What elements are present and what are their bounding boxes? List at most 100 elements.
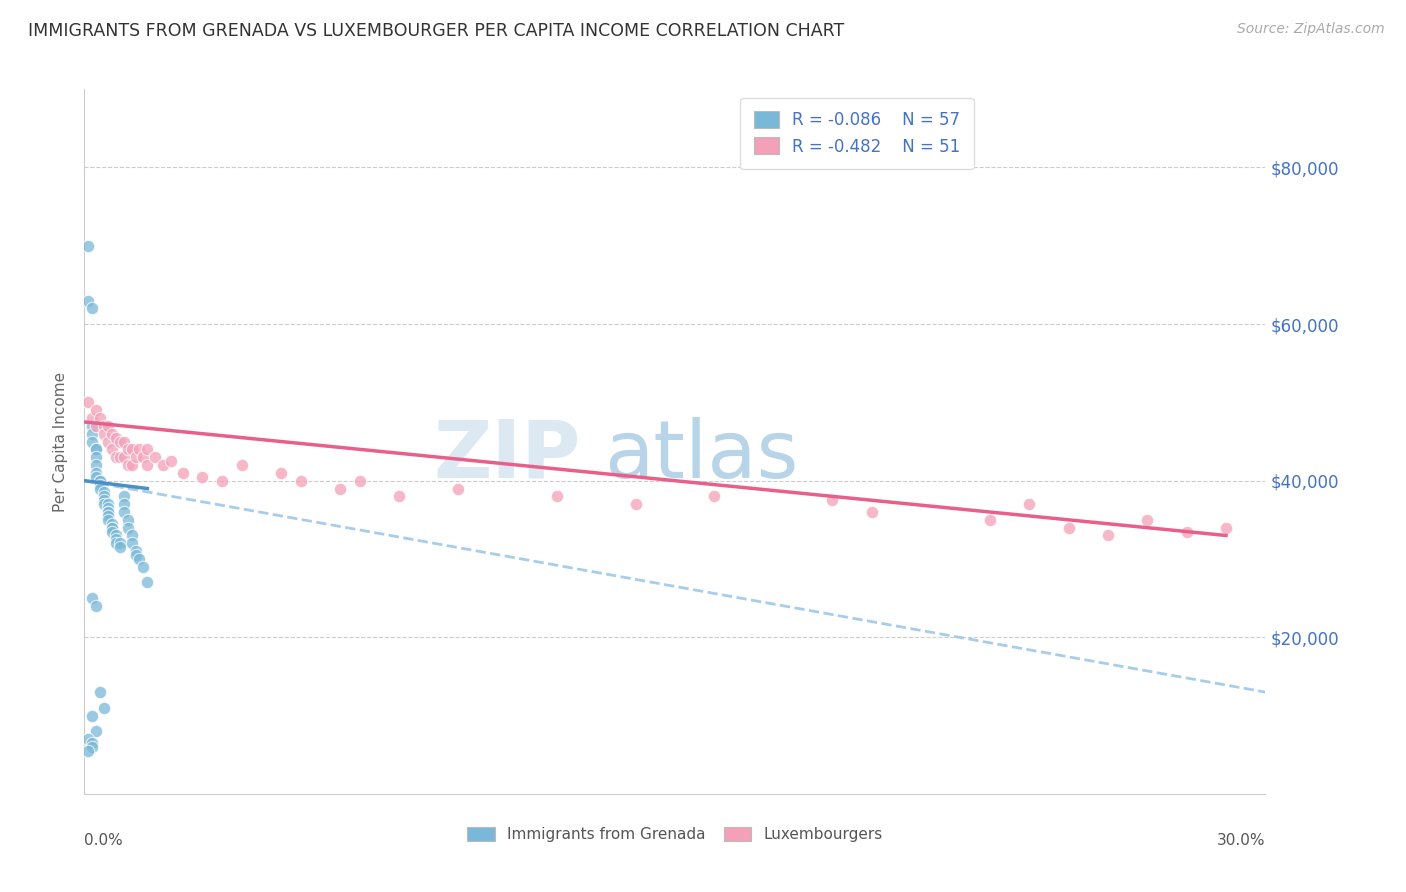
Point	[821, 493, 844, 508]
Point	[270, 466, 292, 480]
Point	[77, 732, 100, 747]
Point	[860, 505, 883, 519]
Point	[77, 395, 100, 409]
Point	[82, 739, 104, 754]
Point	[89, 474, 111, 488]
Text: ZIP: ZIP	[433, 417, 581, 495]
Point	[121, 536, 143, 550]
Point	[84, 466, 107, 480]
Point	[93, 418, 115, 433]
Text: 0.0%: 0.0%	[84, 832, 124, 847]
Point	[172, 466, 194, 480]
Point	[624, 497, 647, 511]
Point	[703, 489, 725, 503]
Point	[89, 685, 111, 699]
Point	[124, 548, 146, 562]
Point	[112, 497, 135, 511]
Point	[93, 489, 115, 503]
Point	[117, 442, 139, 457]
Point	[112, 489, 135, 503]
Point	[93, 497, 115, 511]
Point	[97, 434, 120, 449]
Point	[108, 540, 131, 554]
Point	[136, 442, 159, 457]
Point	[979, 513, 1001, 527]
Point	[97, 505, 120, 519]
Point	[101, 442, 124, 457]
Point	[117, 513, 139, 527]
Point	[121, 458, 143, 472]
Point	[108, 536, 131, 550]
Point	[93, 493, 115, 508]
Point	[349, 474, 371, 488]
Legend: R = -0.086    N = 57, R = -0.482    N = 51: R = -0.086 N = 57, R = -0.482 N = 51	[741, 97, 973, 169]
Point	[329, 482, 352, 496]
Point	[1215, 521, 1237, 535]
Point	[152, 458, 174, 472]
Point	[84, 450, 107, 465]
Point	[132, 559, 155, 574]
Point	[97, 513, 120, 527]
Point	[124, 450, 146, 465]
Point	[89, 474, 111, 488]
Point	[84, 403, 107, 417]
Point	[211, 474, 233, 488]
Point	[112, 505, 135, 519]
Point	[82, 411, 104, 425]
Text: atlas: atlas	[605, 417, 799, 495]
Point	[77, 744, 100, 758]
Point	[104, 431, 127, 445]
Text: Source: ZipAtlas.com: Source: ZipAtlas.com	[1237, 22, 1385, 37]
Point	[447, 482, 470, 496]
Text: 30.0%: 30.0%	[1218, 832, 1265, 847]
Point	[1136, 513, 1159, 527]
Point	[97, 501, 120, 516]
Point	[1018, 497, 1040, 511]
Point	[97, 508, 120, 523]
Point	[1175, 524, 1198, 539]
Point	[84, 442, 107, 457]
Point	[84, 442, 107, 457]
Point	[136, 458, 159, 472]
Point	[82, 301, 104, 316]
Point	[121, 442, 143, 457]
Point	[101, 521, 124, 535]
Point	[101, 426, 124, 441]
Point	[231, 458, 253, 472]
Point	[84, 724, 107, 739]
Point	[89, 411, 111, 425]
Point	[82, 591, 104, 606]
Point	[77, 239, 100, 253]
Point	[136, 575, 159, 590]
Point	[290, 474, 312, 488]
Point	[82, 426, 104, 441]
Point	[84, 599, 107, 613]
Point	[82, 434, 104, 449]
Text: IMMIGRANTS FROM GRENADA VS LUXEMBOURGER PER CAPITA INCOME CORRELATION CHART: IMMIGRANTS FROM GRENADA VS LUXEMBOURGER …	[28, 22, 845, 40]
Point	[104, 450, 127, 465]
Point	[84, 458, 107, 472]
Point	[93, 700, 115, 714]
Point	[101, 521, 124, 535]
Point	[121, 528, 143, 542]
Point	[97, 505, 120, 519]
Point	[104, 536, 127, 550]
Point	[93, 485, 115, 500]
Point	[132, 450, 155, 465]
Point	[82, 418, 104, 433]
Point	[388, 489, 411, 503]
Point	[1097, 528, 1119, 542]
Point	[112, 434, 135, 449]
Point	[546, 489, 568, 503]
Point	[128, 552, 150, 566]
Point	[97, 418, 120, 433]
Point	[101, 524, 124, 539]
Point	[160, 454, 183, 468]
Point	[84, 418, 107, 433]
Point	[124, 544, 146, 558]
Point	[108, 450, 131, 465]
Point	[93, 426, 115, 441]
Point	[97, 497, 120, 511]
Point	[108, 434, 131, 449]
Point	[112, 450, 135, 465]
